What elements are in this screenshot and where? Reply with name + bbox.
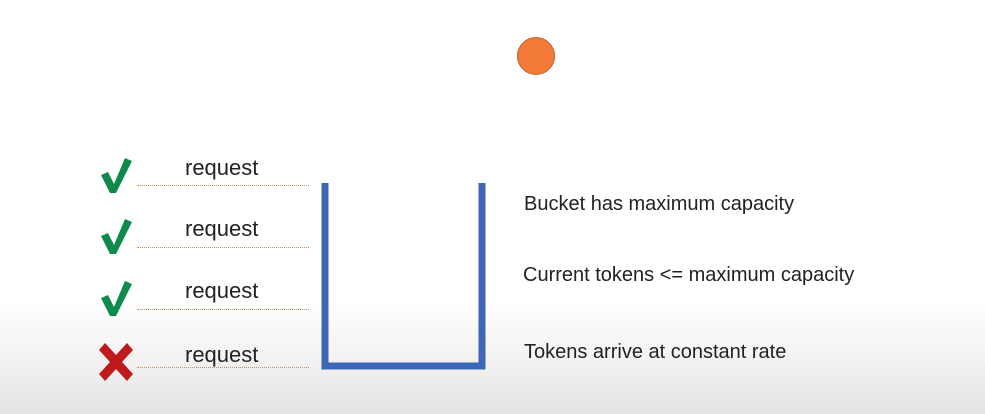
request-row-3: request xyxy=(95,278,315,318)
request-line xyxy=(137,367,309,368)
checkmark-icon xyxy=(101,219,132,254)
token-circle xyxy=(517,37,555,75)
request-row-4: request xyxy=(95,340,315,381)
request-line xyxy=(137,185,309,186)
description-current-tokens: Current tokens <= maximum capacity xyxy=(523,264,855,286)
request-label: request xyxy=(185,278,259,303)
description-max-capacity: Bucket has maximum capacity xyxy=(524,193,795,215)
cross-icon xyxy=(99,343,133,381)
request-line xyxy=(137,247,309,248)
request-label: request xyxy=(185,155,259,180)
request-label: request xyxy=(185,342,259,367)
token-bucket xyxy=(321,183,486,370)
checkmark-icon xyxy=(101,281,132,316)
request-row-2: request xyxy=(95,216,315,256)
description-arrival-rate: Tokens arrive at constant rate xyxy=(524,341,787,363)
request-line xyxy=(137,309,309,310)
request-label: request xyxy=(185,216,259,241)
request-row-1: request xyxy=(95,155,315,195)
checkmark-icon xyxy=(101,158,132,193)
